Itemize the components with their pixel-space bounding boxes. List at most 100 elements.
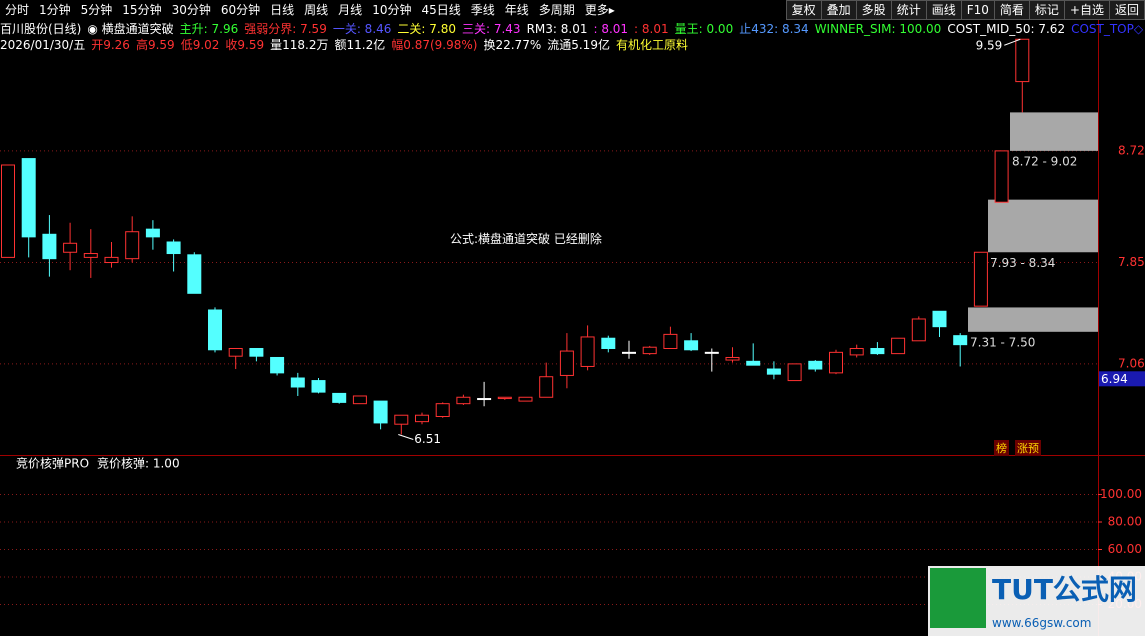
candle-body: [849, 347, 864, 356]
info-item: WINNER_SIM: 100.00: [814, 22, 942, 36]
quote-line: 2026/01/30/五 开9.26 高9.59 低9.02 收9.59 量118.2万额…: [0, 37, 694, 53]
indicator-label: 竞价核弹: 1.00: [97, 457, 180, 471]
candle-body: [394, 414, 409, 425]
period-tab[interactable]: 1分钟: [39, 3, 71, 17]
candle-body: [187, 254, 202, 294]
candle-body: [746, 360, 761, 366]
info-item: RM3: 8.01: [526, 22, 588, 36]
candle-body: [539, 376, 554, 398]
candle-body: [21, 158, 36, 238]
last-price: 6.94: [1101, 372, 1128, 386]
candle-body: [477, 398, 492, 401]
info-item: 一关: 8.46: [332, 22, 392, 36]
toolbar-button[interactable]: 统计: [890, 0, 927, 20]
candle-body: [311, 380, 326, 393]
info-item: 换22.77%: [483, 38, 542, 52]
annotation-line: [398, 433, 414, 440]
period-tab[interactable]: 60分钟: [220, 3, 261, 17]
notice: 公式:横盘通道突破 已经删除: [450, 232, 602, 246]
info-item: ◉ 横盘通道突破: [87, 22, 174, 36]
candle-body: [870, 347, 885, 355]
candle-body: [145, 228, 160, 238]
toolbar-button[interactable]: 复权: [785, 0, 822, 20]
period-tab[interactable]: 5分钟: [80, 3, 113, 17]
candle-body: [228, 347, 243, 357]
period-tab[interactable]: 10分钟: [372, 3, 412, 17]
candle-body: [290, 377, 305, 388]
period-tab[interactable]: 更多▸: [584, 3, 615, 17]
info-item: COST_TOP◇: [1071, 22, 1144, 36]
period-tab[interactable]: 日线: [270, 3, 295, 17]
candle-body: [953, 335, 968, 346]
period-tab[interactable]: 多周期: [538, 3, 575, 17]
info-item: 强弱分界: 7.59: [244, 22, 327, 36]
period-bar: 分时 1分钟 5分钟 15分钟 30分钟 60分钟 日线 周线 月线 10分钟 45日线 季线 年线 多周…: [0, 0, 620, 20]
indicator-title: 竞价核弹PRO: [16, 457, 89, 471]
candle-body: [642, 346, 657, 355]
candle-body: [125, 231, 140, 260]
annotation: 6.51: [414, 432, 441, 446]
candle-body: [891, 337, 906, 355]
zone: [968, 307, 1098, 332]
candle-body: [601, 337, 616, 349]
toolbar-button[interactable]: 画线: [925, 0, 962, 20]
info-item: : 8.01: [634, 22, 669, 36]
candle-body: [911, 318, 926, 342]
candle-body: [932, 310, 947, 328]
info-item: 流通5.19亿: [547, 38, 610, 52]
info-item: 量118.2万: [270, 38, 329, 52]
y-tick-label: 80.00: [1108, 515, 1142, 529]
candle-body: [684, 340, 699, 351]
period-tab[interactable]: 季线: [470, 3, 495, 17]
annotation-line: [1004, 38, 1021, 46]
info-item: 二关: 7.80: [397, 22, 456, 36]
info-item: 2026/01/30/五: [0, 38, 86, 52]
toolbar-button[interactable]: 简看: [993, 0, 1030, 20]
toolbar-button[interactable]: +自选: [1063, 0, 1110, 20]
info-line: 百川股份(日线) ◉ 横盘通道突破 主升: 7.96 强弱分界: 7.59 一关: 8.…: [0, 21, 1145, 37]
candle-body: [1, 164, 15, 258]
logo-name: TUT公式网: [992, 573, 1137, 606]
info-item: 有机化工原料: [615, 38, 688, 52]
candle-body: [63, 242, 78, 253]
zone-label: 7.31 - 7.50: [970, 335, 1035, 349]
period-tab[interactable]: 年线: [504, 3, 529, 17]
candle-body: [559, 350, 574, 376]
toolbar-button[interactable]: 标记: [1028, 0, 1065, 20]
period-tab[interactable]: 月线: [338, 3, 363, 17]
candle-body: [249, 347, 264, 357]
toolbar-button[interactable]: 叠加: [820, 0, 857, 20]
y-tick-label: 8.72: [1118, 143, 1145, 157]
logo-url: www.66gsw.com: [992, 616, 1092, 630]
info-item: 额11.2亿: [334, 38, 386, 52]
toolbar-button[interactable]: 多股: [855, 0, 892, 20]
period-tab[interactable]: 周线: [304, 3, 329, 17]
info-item: : 8.01: [593, 22, 629, 36]
logo-icon: [930, 568, 986, 628]
candle-body: [704, 351, 719, 354]
candle-body: [166, 241, 181, 255]
period-tab[interactable]: 30分钟: [171, 3, 211, 17]
zone-label: 8.72 - 9.02: [1012, 154, 1077, 168]
last-price-box: [1099, 371, 1145, 387]
candle-body: [725, 356, 740, 361]
info-item: 量王: 0.00: [674, 22, 734, 36]
info-item: 幅0.87(9.98%): [391, 38, 478, 52]
info-item: COST_MID_50: 7.62: [947, 22, 1066, 36]
candle-body: [994, 150, 1009, 203]
period-tab[interactable]: 15分钟: [122, 3, 162, 17]
toolbar-button[interactable]: 返回: [1108, 0, 1145, 20]
candle-body: [580, 336, 595, 367]
period-tab[interactable]: 分时: [5, 3, 30, 17]
info-item: 主升: 7.96: [179, 22, 239, 36]
toolbar-button[interactable]: F10: [960, 0, 995, 20]
candle-body: [808, 360, 823, 370]
candle-body: [415, 414, 429, 423]
period-tab[interactable]: 45日线: [421, 3, 461, 17]
logo: TUT公式网 www.66gsw.com: [928, 566, 1145, 636]
info-item: 开9.26: [91, 38, 130, 52]
y-tick-label: 7.85: [1118, 255, 1145, 269]
candle-body: [352, 395, 367, 405]
info-item: 三关: 7.43: [461, 22, 521, 36]
info-item: 低9.02: [180, 38, 220, 52]
